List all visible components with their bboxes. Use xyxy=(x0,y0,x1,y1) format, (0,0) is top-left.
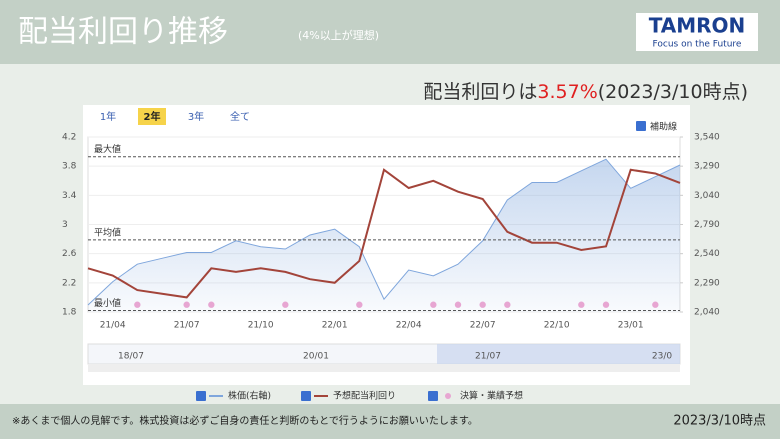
event-dot xyxy=(578,301,585,308)
logo-tagline: Focus on the Future xyxy=(653,40,742,50)
event-dot xyxy=(479,301,486,308)
x-tick-label: 22/10 xyxy=(544,321,570,331)
event-dot xyxy=(208,301,215,308)
event-dot xyxy=(454,301,462,308)
y2-tick-label: 2,290 xyxy=(694,278,720,288)
disclaimer: ※あくまで個人の見解です。株式投資は必ずご自身の責任と判断のもとで行うようにお願… xyxy=(12,414,478,427)
aux-label: 補助線 xyxy=(650,121,677,133)
x-tick-label: 22/04 xyxy=(396,321,422,331)
y2-tick-label: 3,290 xyxy=(694,162,720,172)
legend-label: 予想配当利回り xyxy=(333,390,396,402)
footer-date: 2023/3/10時点 xyxy=(673,414,766,429)
x-tick-label: 23/01 xyxy=(618,321,644,331)
series-line xyxy=(87,158,681,306)
y-tick-label: 2.2 xyxy=(62,278,76,288)
logo: TAMRON xyxy=(649,14,746,38)
range-button-bg xyxy=(138,108,166,125)
summary-prefix: 配当利回りは xyxy=(423,81,537,103)
range-button[interactable]: 3年 xyxy=(188,110,204,123)
legend-checkbox[interactable] xyxy=(196,391,206,401)
legend-label: 株価(右軸) xyxy=(228,390,271,402)
legend-checkbox[interactable] xyxy=(301,391,311,401)
series-line xyxy=(87,168,681,299)
x-tick-label: 21/04 xyxy=(100,321,126,331)
navigator-label: 18/07 xyxy=(118,352,144,362)
y-tick-label: 1.8 xyxy=(62,308,77,318)
event-dot xyxy=(430,301,437,308)
summary-value: 3.57% xyxy=(537,81,597,103)
event-dot xyxy=(183,301,190,308)
aux-checkbox[interactable] xyxy=(636,121,646,131)
y-tick-label: 3.4 xyxy=(62,191,77,201)
navigator-label: 23/0 xyxy=(652,352,672,362)
reference-label: 最大値 xyxy=(94,143,121,155)
range-button[interactable]: 全て xyxy=(230,110,250,123)
y-tick-label: 4.2 xyxy=(62,133,76,143)
legend-label: 決算・業績予想 xyxy=(460,390,523,402)
legend-symbol xyxy=(445,393,451,399)
event-dot xyxy=(652,301,659,308)
reference-label: 最小値 xyxy=(94,297,121,309)
event-dot xyxy=(602,301,610,308)
navigator-selection xyxy=(437,344,680,364)
title: 配当利回り推移 xyxy=(18,15,228,50)
range-button[interactable]: 2年 xyxy=(144,110,161,123)
y-tick-label: 3.8 xyxy=(62,162,77,172)
event-dot xyxy=(504,301,511,308)
logo-box xyxy=(636,13,758,51)
range-button[interactable]: 1年 xyxy=(100,110,116,123)
event-dot xyxy=(282,301,289,308)
x-tick-label: 21/10 xyxy=(248,321,274,331)
summary: 配当利回りは3.57%(2023/3/10時点) xyxy=(423,81,748,103)
x-tick-label: 22/07 xyxy=(470,321,496,331)
footer-band xyxy=(0,404,780,439)
y2-tick-label: 2,790 xyxy=(694,220,720,230)
y2-tick-label: 3,040 xyxy=(694,191,720,201)
event-dot xyxy=(356,301,363,308)
summary-suffix: (2023/3/10時点) xyxy=(598,81,748,103)
y-tick-label: 3 xyxy=(62,220,68,230)
navigator-scroll xyxy=(88,365,680,372)
navigator-label: 20/01 xyxy=(303,352,329,362)
price-area xyxy=(88,159,680,312)
x-tick-label: 22/01 xyxy=(322,321,348,331)
legend-checkbox[interactable] xyxy=(428,391,438,401)
reference-label: 平均値 xyxy=(94,226,121,238)
y2-tick-label: 2,540 xyxy=(694,249,720,259)
y-tick-label: 2.6 xyxy=(62,249,77,259)
y2-tick-label: 3,540 xyxy=(694,133,720,143)
title-note: (4%以上が理想) xyxy=(298,28,379,42)
navigator-label: 21/07 xyxy=(475,352,501,362)
x-tick-label: 21/07 xyxy=(174,321,200,331)
event-dot xyxy=(134,301,141,308)
y2-tick-label: 2,040 xyxy=(694,308,720,318)
